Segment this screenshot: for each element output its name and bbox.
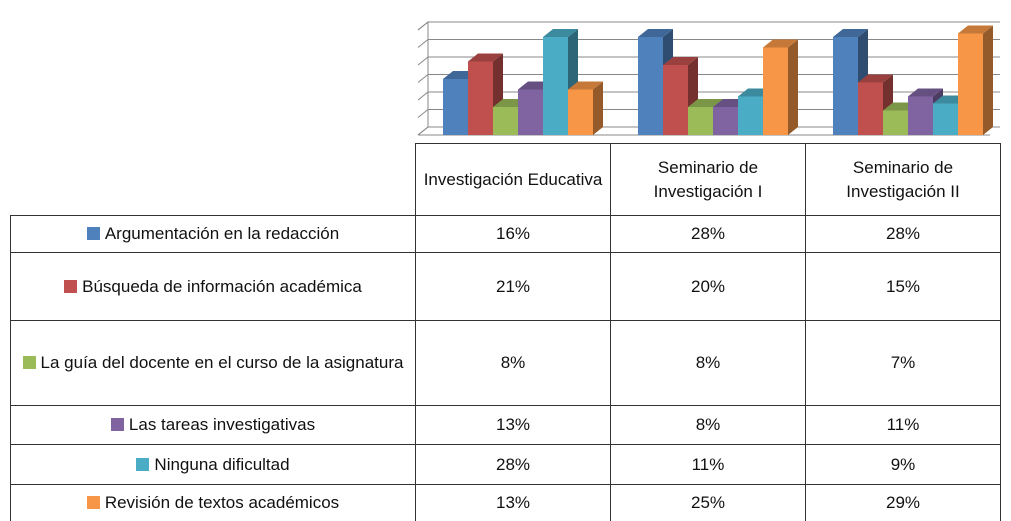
category-header: Investigación Educativa (415, 143, 611, 216)
series-row: La guía del docente en el curso de la as… (10, 320, 1001, 406)
bar (543, 37, 568, 135)
bar-top (763, 39, 798, 48)
legend-swatch (86, 227, 100, 240)
value-cell: 28% (415, 444, 611, 485)
value-cell: 13% (415, 405, 611, 445)
value-cell: 7% (805, 320, 1001, 406)
bar (958, 33, 983, 135)
data-table: Investigación Educativa Seminario de Inve… (10, 143, 1001, 521)
value-cell: 20% (610, 252, 806, 321)
bar (518, 89, 543, 135)
grid-line (417, 126, 1000, 136)
legend-swatch (64, 279, 78, 293)
chart (417, 20, 1000, 136)
legend-swatch (86, 496, 100, 509)
bar (908, 96, 933, 135)
value-cell: 29% (805, 484, 1001, 521)
grid-line (417, 21, 1000, 31)
bar-top (908, 88, 943, 97)
value-cell: 8% (415, 320, 611, 406)
bar (443, 79, 468, 135)
bar (763, 47, 788, 135)
bar-top (958, 25, 993, 34)
grid-line (417, 109, 1000, 118)
legend-cell: La guía del docente en el curso de la as… (10, 320, 416, 406)
value-cell: 9% (805, 444, 1001, 485)
bar (883, 110, 908, 135)
bar (663, 65, 688, 135)
value-cell: 8% (610, 320, 806, 406)
bar (468, 61, 493, 135)
bar (568, 89, 593, 135)
bar (833, 37, 858, 135)
legend-label: Argumentación en la redacción (104, 224, 340, 243)
value-cell: 16% (415, 215, 611, 253)
series-row: Revisión de textos académicos 13% 25% 29% (10, 484, 1001, 521)
bar-top (568, 81, 603, 90)
bar (713, 107, 738, 135)
bar-top (688, 99, 723, 107)
bar-top (663, 57, 698, 65)
bar-side (593, 81, 603, 135)
value-cell: 21% (415, 252, 611, 321)
legend-cell: Las tareas investigativas (10, 405, 416, 445)
bar-side (788, 39, 798, 135)
bar-top (468, 53, 503, 62)
legend-label: Ninguna dificultad (154, 454, 290, 474)
category-header: Seminario de Investigación I (610, 143, 806, 216)
grid-line (417, 74, 1000, 83)
bar-3d (543, 29, 578, 135)
value-cell: 13% (415, 484, 611, 521)
legend-cell: Revisión de textos académicos (10, 484, 416, 521)
legend-swatch (136, 457, 150, 471)
series-row: Ninguna dificultad 28% 11% 9% (10, 444, 1001, 485)
bar-top (543, 29, 578, 37)
bar-3d (763, 39, 798, 135)
grid-line (417, 56, 1000, 66)
bar (738, 96, 763, 135)
series-row: Búsqueda de información académica 21% 20% 1… (10, 252, 1001, 321)
legend-label: La guía del docente en el curso de la as… (40, 353, 404, 372)
bar (638, 37, 663, 135)
bar (493, 107, 518, 135)
legend-swatch (22, 356, 36, 369)
legend-label: Revisión de textos académicos (104, 493, 340, 512)
grid-line (417, 91, 1000, 101)
value-cell: 25% (610, 484, 806, 521)
bar-top (833, 29, 868, 37)
series-row: Las tareas investigativas 13% 8% 11% (10, 405, 1001, 445)
bar (858, 82, 883, 135)
legend-swatch (110, 418, 124, 431)
legend-cell: Búsqueda de información académica (10, 252, 416, 321)
value-cell: 11% (805, 405, 1001, 445)
legend-cell: Argumentación en la redacción (10, 215, 416, 253)
blank-cell (10, 143, 416, 216)
bar-top (858, 74, 893, 83)
legend-cell: Ninguna dificultad (10, 444, 416, 485)
value-cell: 8% (610, 405, 806, 445)
header-row: Investigación Educativa Seminario de Inve… (10, 143, 1001, 216)
bar-3d (568, 81, 603, 135)
bar (688, 107, 713, 135)
value-cell: 11% (610, 444, 806, 485)
series-row: Argumentación en la redacción 16% 28% 28% (10, 215, 1001, 253)
category-header: Seminario de Investigación II (805, 143, 1001, 216)
value-cell: 28% (805, 215, 1001, 253)
legend-label: Búsqueda de información académica (82, 276, 362, 296)
bar (933, 103, 958, 135)
bar-side (983, 25, 993, 135)
grid-line (417, 39, 1000, 48)
bar-3d (958, 25, 993, 135)
value-cell: 15% (805, 252, 1001, 321)
bar-top (638, 29, 673, 37)
value-cell: 28% (610, 215, 806, 253)
legend-label: Las tareas investigativas (128, 415, 316, 434)
